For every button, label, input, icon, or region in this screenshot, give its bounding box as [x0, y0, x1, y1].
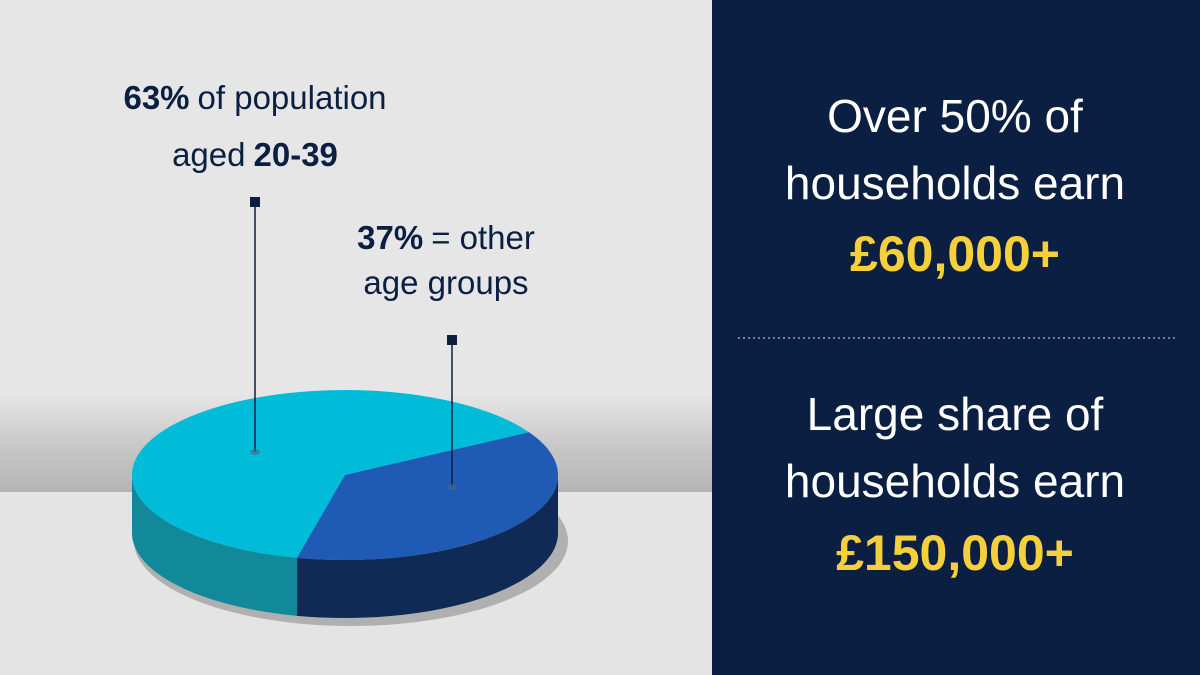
panel-line: Large share of [807, 388, 1104, 440]
panel-highlight: £60,000+ [850, 226, 1060, 282]
panel-text: Over 50% of households earn £60,000+ Large … [785, 90, 1125, 581]
annotations: 63% of population aged 20-39 37% = other age g… [123, 79, 535, 490]
annotation-part: = other [431, 219, 535, 256]
value-label: 63% [123, 79, 189, 116]
pie-slice [132, 390, 530, 558]
panel-line: households earn [785, 157, 1125, 209]
annotation-text: aged 20-39 [172, 136, 338, 173]
leader-marker [447, 335, 457, 345]
leader-dot [447, 484, 457, 490]
panel-line: households earn [785, 455, 1125, 507]
panel-highlight: £150,000+ [836, 525, 1074, 581]
annotation-part: 20-39 [254, 136, 338, 173]
panel-line: Over 50% of [827, 90, 1083, 142]
annotation-part: of population [198, 79, 387, 116]
pie-side [297, 475, 558, 618]
annotation-text: age groups [363, 264, 528, 301]
annotation-part: age groups [363, 264, 528, 301]
leader-dot [250, 449, 260, 455]
pie-slice [297, 432, 558, 560]
annotation-part: aged [172, 136, 245, 173]
annotation-text: 37% = other [357, 219, 535, 256]
annotation-text: 63% of population [123, 79, 386, 116]
pie-chart [132, 390, 568, 626]
pie-side [132, 475, 298, 616]
value-label: 37% [357, 219, 423, 256]
leader-marker [250, 197, 260, 207]
